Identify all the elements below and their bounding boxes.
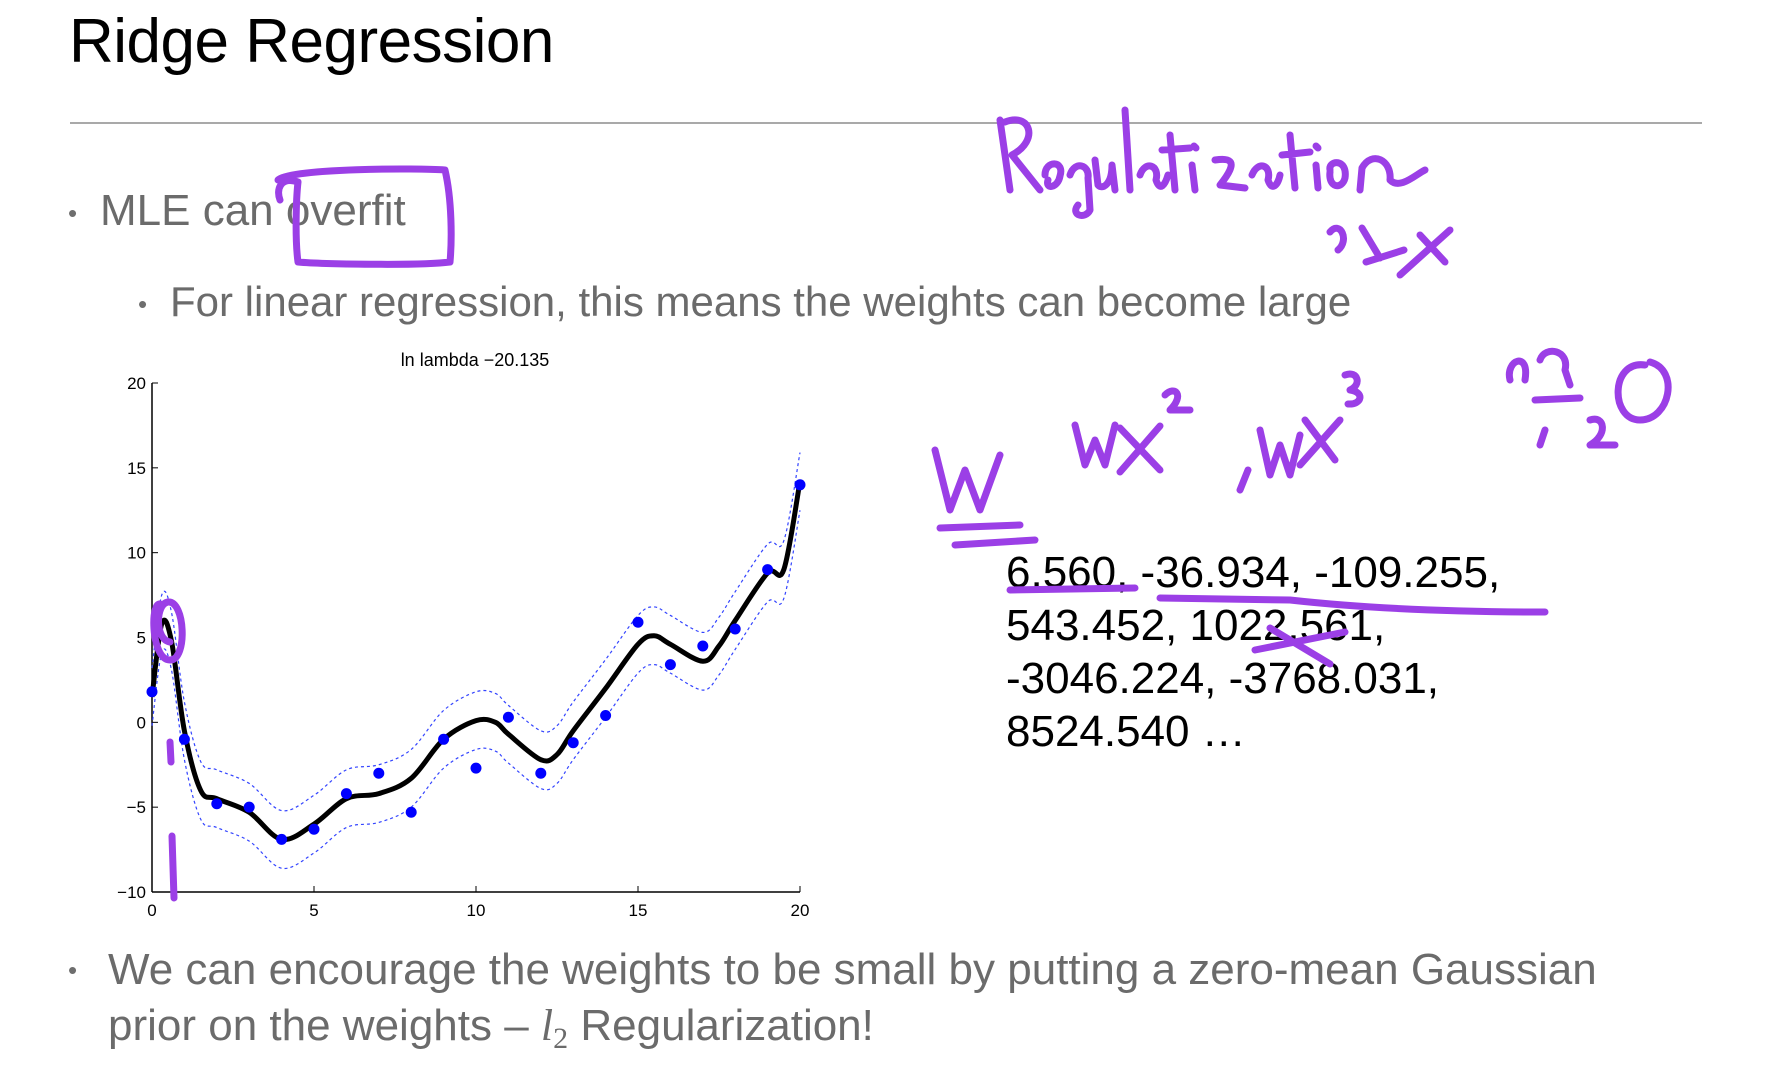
bullet-dot: • xyxy=(68,198,78,228)
fitted-curve xyxy=(149,480,803,843)
chart-title: ln lambda −20.135 xyxy=(401,350,550,370)
data-point xyxy=(632,616,644,628)
data-point xyxy=(729,623,741,635)
confidence-band xyxy=(151,452,801,870)
math-subscript: 2 xyxy=(553,1022,569,1055)
data-point xyxy=(373,767,385,779)
sub-bullet-dot: • xyxy=(138,289,148,319)
data-point xyxy=(146,686,158,698)
bullet-gaussian-prior: We can encourage the weights to be small… xyxy=(108,942,1728,1067)
x-tick-label: 10 xyxy=(467,901,486,920)
y-tick-label: 20 xyxy=(127,374,146,393)
x-tick-label: 15 xyxy=(629,901,648,920)
data-point xyxy=(340,788,352,800)
data-point xyxy=(470,762,482,774)
data-point xyxy=(600,710,612,722)
sub-bullet-linear-regression: For linear regression, this means the we… xyxy=(170,278,1352,325)
data-point xyxy=(697,640,709,652)
y-tick-label: −10 xyxy=(117,883,146,902)
y-tick-label: 15 xyxy=(127,459,146,478)
chart-axes: 0 5 10 15 20 −10 −5 0 5 10 15 20 xyxy=(117,374,809,920)
bullet-line: We can encourage the weights to be small… xyxy=(108,945,1597,994)
data-point xyxy=(535,767,547,779)
data-point xyxy=(243,801,255,813)
x-tick-label: 5 xyxy=(309,901,318,920)
band-line xyxy=(151,510,801,870)
y-tick-label: 0 xyxy=(137,713,146,732)
bullet-line-text: Regularization! xyxy=(568,1001,874,1050)
band-line xyxy=(151,452,801,812)
data-points xyxy=(146,479,806,845)
data-point xyxy=(405,806,417,818)
weights-values: 6.560, -36.934, -109.255, 543.452, 1022.… xyxy=(1006,546,1566,758)
data-point xyxy=(502,711,514,723)
data-point xyxy=(567,737,579,749)
fit-line xyxy=(149,480,803,843)
weights-line: 543.452, 1022.561, xyxy=(1006,601,1386,650)
data-point xyxy=(664,659,676,671)
y-tick-label: 5 xyxy=(137,629,146,648)
x-tick-label: 0 xyxy=(147,901,156,920)
bullet-dot: • xyxy=(68,955,78,985)
y-tick-label: 10 xyxy=(127,544,146,563)
math-l: l xyxy=(540,1001,554,1050)
data-point xyxy=(211,798,223,810)
bullet-text: MLE can xyxy=(100,186,286,235)
bullet-line: prior on the weights – l2 Regularization… xyxy=(108,998,1728,1067)
data-point xyxy=(308,823,320,835)
data-point xyxy=(794,479,806,491)
data-point xyxy=(178,733,190,745)
y-tick-label: −5 xyxy=(127,798,146,817)
bullet-line-text: prior on the weights – xyxy=(108,1001,541,1050)
data-point xyxy=(276,833,288,845)
data-point xyxy=(438,733,450,745)
title-divider xyxy=(70,122,1702,124)
weights-line: 6.560, -36.934, -109.255, xyxy=(1006,548,1501,597)
weights-line: -3046.224, -3768.031, xyxy=(1006,654,1440,703)
slide-title: Ridge Regression xyxy=(69,7,554,76)
data-point xyxy=(762,564,774,576)
weights-line: 8524.540 … xyxy=(1006,707,1246,756)
x-tick-label: 20 xyxy=(791,901,810,920)
